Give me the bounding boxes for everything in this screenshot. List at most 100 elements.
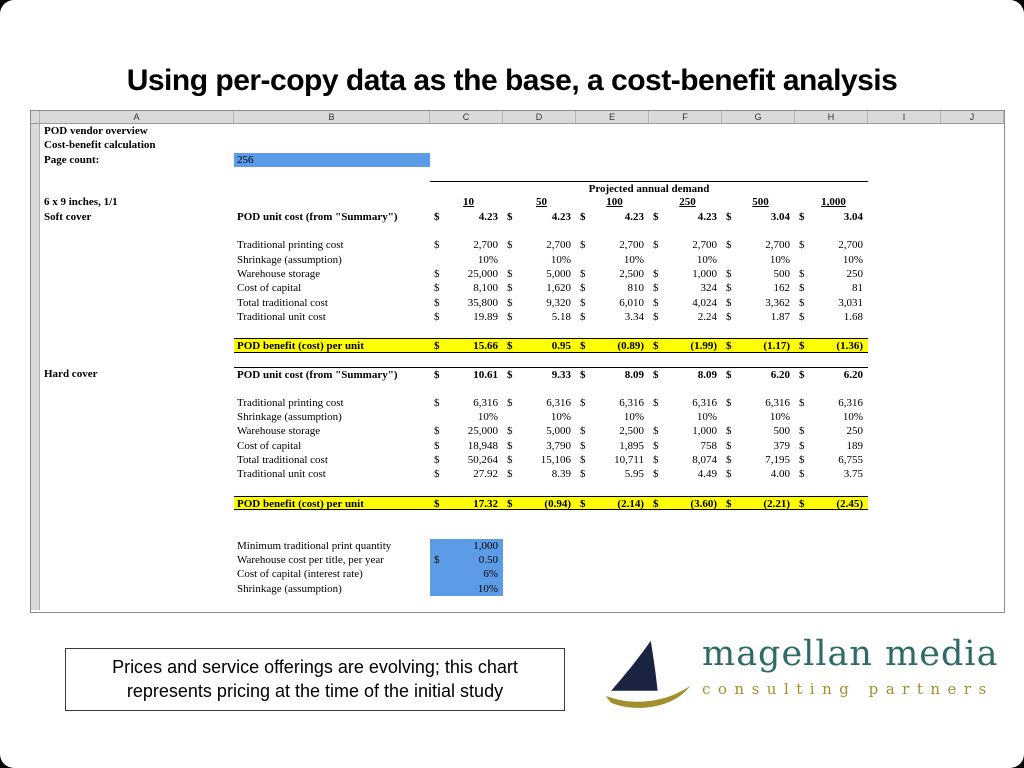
sheet-row: 6 x 9 inches, 1/1 10 50 100 250 500 1,000 (31, 195, 1004, 210)
cell-j (941, 281, 1004, 295)
cell-b: POD benefit (cost) per unit (234, 495, 430, 511)
value-cell (503, 596, 576, 610)
sheet-row (31, 324, 1004, 339)
value-cell (795, 224, 868, 238)
logo-name: magellan media (702, 634, 999, 674)
value-cell (795, 539, 868, 553)
value-cell (503, 153, 576, 167)
cell-i (868, 253, 941, 267)
row-number (31, 481, 40, 496)
cell-j (941, 367, 1004, 381)
merged-header-cell: Projected annual demand (430, 181, 868, 195)
row-number (31, 266, 40, 282)
value-cell: $8.09 (576, 367, 649, 381)
column-header-E: E (576, 111, 649, 123)
value-cell (722, 153, 795, 167)
sheet-row: POD vendor overview (31, 124, 1004, 139)
value-cell: $25,000 (434, 425, 498, 438)
value-cell (503, 224, 576, 238)
value-cell: $2,700 (507, 239, 571, 252)
sheet-row: Warehouse cost per title, per year $0.50 (31, 552, 1004, 568)
row-number (31, 195, 40, 210)
value-cell: $6,316 (726, 396, 790, 409)
sheet-row: Minimum traditional print quantity 1,000 (31, 538, 1004, 553)
cell-j (941, 467, 1004, 481)
value-cell (649, 138, 722, 152)
cell-b (234, 167, 430, 181)
value-cell: $9,320 (507, 296, 571, 309)
row-number (31, 538, 40, 553)
logo-subtitle: consulting partners (702, 679, 994, 698)
input-cell[interactable]: $0.50 (430, 552, 503, 568)
cell-b: Traditional unit cost (237, 310, 326, 323)
input-cell[interactable]: 6% (430, 567, 503, 582)
value-cell (795, 153, 868, 167)
value-cell: $250 (799, 425, 863, 438)
cell-i (868, 310, 941, 324)
value-cell (649, 481, 722, 495)
cell-a (40, 296, 234, 310)
column-header-G: G (722, 111, 795, 123)
cell-a (40, 481, 234, 495)
cell-b (234, 510, 430, 524)
value-cell: $ (1.99) (649, 338, 722, 353)
value-cell (722, 553, 795, 567)
value-cell: $758 (653, 439, 717, 452)
value-cell (649, 353, 722, 367)
input-cell[interactable]: 10% (430, 581, 503, 596)
row-number (31, 452, 40, 468)
cell-j (941, 267, 1004, 281)
input-cell[interactable]: 256 (234, 152, 430, 167)
value-cell: $6,316 (434, 396, 498, 409)
sheet-row: Traditional unit cost $27.92 $8.39 $5.95 $4.… (31, 467, 1004, 482)
cell-j (941, 138, 1004, 152)
cell-j (941, 253, 1004, 267)
value-cell: $81 (799, 282, 863, 295)
row-number (31, 552, 40, 568)
cell-a (40, 353, 234, 367)
cell-a (40, 238, 234, 252)
row-number (31, 138, 40, 153)
value-cell (576, 539, 649, 553)
value-cell (576, 167, 649, 181)
cell-j (941, 582, 1004, 596)
sheet-row (31, 381, 1004, 396)
input-cell[interactable]: 1,000 (430, 538, 503, 553)
row-number (31, 166, 40, 182)
value-cell: 10% (623, 410, 644, 423)
value-cell (722, 481, 795, 495)
row-number (31, 467, 40, 482)
cell-a (40, 381, 234, 395)
cell-j (941, 596, 1004, 610)
value-cell (795, 353, 868, 367)
cell-i (868, 496, 941, 510)
cell-j (941, 167, 1004, 181)
column-header-F: F (649, 111, 722, 123)
cell-b: POD unit cost (from "Summary") (237, 210, 398, 223)
cell-b: POD benefit (cost) per unit (234, 338, 430, 353)
cell-b: Warehouse storage (237, 267, 321, 280)
value-cell (430, 381, 503, 395)
sheet-row (31, 224, 1004, 239)
cell-i (868, 281, 941, 295)
sheet-row (31, 481, 1004, 496)
value-cell (430, 224, 503, 238)
cell-j (941, 567, 1004, 581)
sheet-row: Shrinkage (assumption) 10% (31, 581, 1004, 596)
note-box: Prices and service offerings are evolvin… (65, 648, 565, 711)
value-cell: $2,700 (726, 239, 790, 252)
cell-b (234, 181, 430, 195)
sheet-row: Warehouse storage $25,000 $5,000 $2,500 $1,0… (31, 424, 1004, 439)
value-cell (503, 553, 576, 567)
value-cell (576, 481, 649, 495)
cell-a (40, 596, 234, 610)
value-cell (722, 381, 795, 395)
value-cell: $6,316 (653, 396, 717, 409)
row-number (31, 510, 40, 525)
row-number (31, 224, 40, 239)
cell-a (40, 338, 234, 352)
cell-j (941, 481, 1004, 495)
column-header-I: I (868, 111, 941, 123)
value-cell (576, 124, 649, 138)
